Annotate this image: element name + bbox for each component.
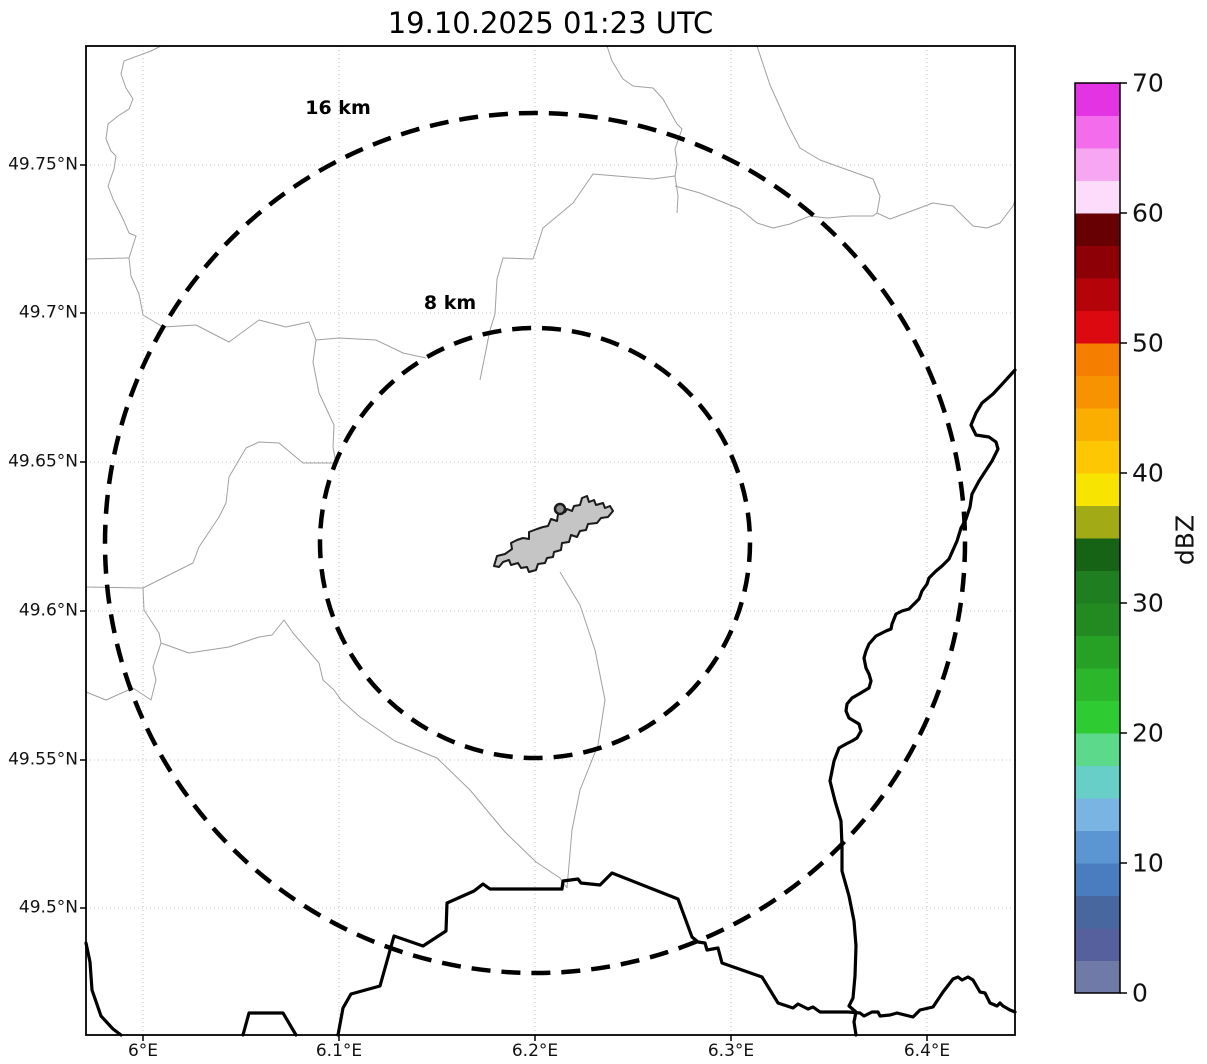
colorbar-segment (1075, 960, 1120, 994)
x-axis-tick-label: 6.3°E (707, 1041, 755, 1061)
colorbar-unit-label: dBZ (1170, 514, 1200, 566)
x-axis-tick-label: 6.2°E (511, 1041, 559, 1061)
country-border-line (241, 1011, 298, 1037)
colorbar-segment (1075, 928, 1120, 961)
admin-boundary-line (85, 339, 337, 701)
colorbar-segment (1075, 538, 1120, 571)
country-border-line (336, 871, 1017, 1037)
range-ring-label: 16 km (305, 97, 371, 119)
colorbar-segment (1075, 440, 1120, 474)
figure-title: 19.10.2025 01:23 UTC (387, 6, 714, 40)
colorbar-tick-label: 50 (1132, 328, 1164, 358)
colorbar-segment (1075, 115, 1120, 149)
y-axis-tick-label: 49.55°N (8, 749, 78, 770)
colorbar-segment (1075, 863, 1120, 896)
colorbar-segment (1075, 148, 1120, 181)
colorbar-segment (1075, 213, 1120, 246)
colorbar-segment (1075, 473, 1120, 506)
colorbar-segment (1075, 83, 1120, 116)
colorbar-segment (1075, 668, 1120, 701)
y-axis-tick-label: 49.7°N (18, 302, 78, 323)
colorbar-segment (1075, 830, 1120, 864)
colorbar-segment (1075, 570, 1120, 604)
colorbar-tick-label: 40 (1132, 458, 1164, 488)
x-axis-tick-label: 6°E (127, 1041, 159, 1061)
admin-boundary-line (160, 619, 568, 889)
range-ring-circle (102, 110, 968, 976)
radar-site-marker (553, 502, 567, 516)
colorbar-segment (1075, 278, 1120, 311)
y-axis-tick-label: 49.6°N (18, 600, 78, 621)
x-axis-tick-label: 6.4°E (903, 1041, 951, 1061)
admin-boundary-line (756, 45, 1016, 229)
colorbar-segment (1075, 245, 1120, 279)
y-axis-tick-label: 49.65°N (8, 451, 78, 472)
admin-boundary-line (85, 586, 144, 589)
y-axis-tick-label: 49.5°N (18, 897, 78, 918)
range-ring-circle (317, 325, 753, 761)
colorbar-segment (1075, 635, 1120, 669)
country-border-line (828, 368, 1017, 1037)
colorbar-frame (1074, 82, 1121, 994)
colorbar-segment (1075, 180, 1120, 214)
colorbar-tick-label: 60 (1132, 198, 1164, 228)
colorbar-tick-label: 70 (1132, 68, 1164, 98)
admin-boundary-line (559, 571, 606, 889)
admin-boundary-line (105, 45, 427, 359)
colorbar-segment (1075, 895, 1120, 929)
colorbar-tick-label: 20 (1132, 718, 1164, 748)
admin-boundary-line (85, 257, 130, 260)
x-axis-tick-label: 6.1°E (315, 1041, 363, 1061)
colorbar-segment (1075, 798, 1120, 831)
colorbar-segment (1075, 765, 1120, 799)
city-area-polygon (493, 495, 614, 573)
colorbar-tick-label: 30 (1132, 588, 1164, 618)
colorbar-segment (1075, 733, 1120, 766)
range-ring-label: 8 km (423, 292, 477, 314)
admin-boundary-line (674, 185, 878, 229)
colorbar-segment (1075, 603, 1120, 636)
colorbar-tick-label: 0 (1132, 978, 1148, 1008)
axes-spine (85, 45, 1016, 1036)
country-border-line (84, 941, 123, 1037)
colorbar-segment (1075, 408, 1120, 441)
colorbar-tick-label: 10 (1132, 848, 1164, 878)
colorbar-segment (1075, 505, 1120, 539)
colorbar-segment (1075, 700, 1120, 734)
y-axis-tick-label: 49.75°N (8, 154, 78, 175)
colorbar-segment (1075, 343, 1120, 376)
colorbar-segment (1075, 375, 1120, 409)
colorbar-segment (1075, 310, 1120, 344)
